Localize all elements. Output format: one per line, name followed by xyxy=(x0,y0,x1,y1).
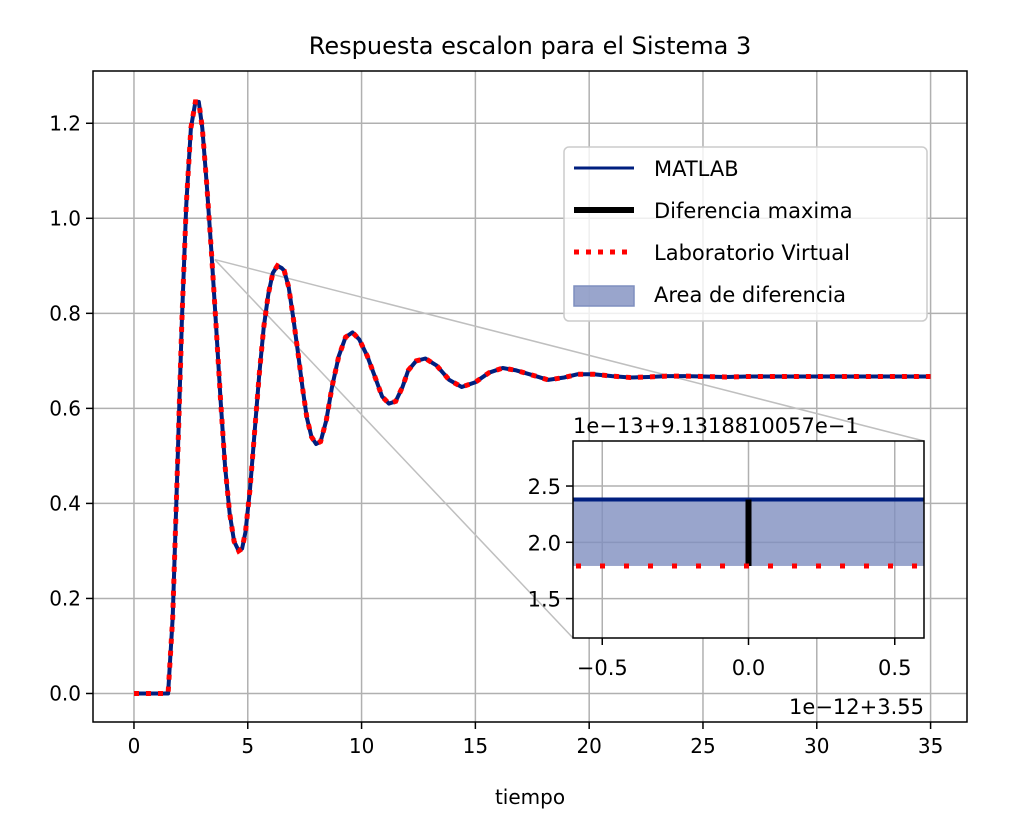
zoom-connector-line xyxy=(214,258,925,442)
chart-title: Respuesta escalon para el Sistema 3 xyxy=(309,32,751,60)
inset-x-tick-label: 0.0 xyxy=(732,656,765,680)
inset-x-tick-label: 0.5 xyxy=(878,656,911,680)
legend-swatch-area xyxy=(573,285,635,307)
legend-entry-diferencia: Diferencia maxima xyxy=(574,199,853,223)
y-tick-label: 0.2 xyxy=(49,586,81,610)
x-tick-label: 5 xyxy=(241,734,254,758)
inset-y-tick-label: 2.0 xyxy=(528,531,561,555)
inset-y-tick-label: 1.5 xyxy=(528,588,561,612)
main-plot-frame xyxy=(92,70,968,723)
inset-y-offset-label: 1e−13+9.1318810057e−1 xyxy=(573,414,859,438)
x-tick-label: 15 xyxy=(463,734,488,758)
legend-label-area: Area de diferencia xyxy=(654,283,846,307)
legend-label-laboratorio: Laboratorio Virtual xyxy=(654,241,850,265)
legend-entry-area: Area de diferencia xyxy=(573,283,846,307)
y-tick-label: 0.6 xyxy=(49,396,81,420)
y-tick-label: 1.0 xyxy=(49,206,81,230)
legend-label-matlab: MATLAB xyxy=(654,157,739,181)
inset-x-tick-label: −0.5 xyxy=(577,656,628,680)
x-tick-label: 30 xyxy=(804,734,829,758)
inset-x-offset-label: 1e−12+3.55 xyxy=(789,695,924,719)
inset-axes: −0.5 0.0 0.5 1.5 2.0 2.5 1e−13+9.1318810057e−… xyxy=(528,414,925,719)
x-tick-label: 20 xyxy=(576,734,601,758)
y-tick-label: 0.8 xyxy=(49,301,81,325)
x-tick-label: 25 xyxy=(690,734,715,758)
inset-ticks: −0.5 0.0 0.5 1.5 2.0 2.5 xyxy=(528,475,912,680)
x-tick-label: 10 xyxy=(349,734,374,758)
x-tick-label: 0 xyxy=(128,734,141,758)
legend-entry-laboratorio: Laboratorio Virtual xyxy=(574,241,850,265)
series-line-laboratorio xyxy=(134,99,931,696)
legend-label-diferencia: Diferencia maxima xyxy=(654,199,853,223)
legend-box xyxy=(563,146,928,322)
y-tick-label: 1.2 xyxy=(49,111,81,135)
y-tick-label: 0.0 xyxy=(49,681,81,705)
x-axis-label: tiempo xyxy=(495,785,565,809)
zoom-connector-line xyxy=(214,259,574,639)
legend-entry-matlab: MATLAB xyxy=(574,157,739,181)
x-tick-label: 35 xyxy=(918,734,943,758)
inset-y-tick-label: 2.5 xyxy=(528,475,561,499)
main-ticks: 0 5 10 15 20 25 30 35 0.0 0.2 0.4 0.6 0.8 1.0 1.2 xyxy=(49,111,943,758)
main-series-group xyxy=(134,99,931,696)
inset-series-group xyxy=(573,497,924,569)
y-tick-label: 0.4 xyxy=(49,491,81,515)
legend: MATLAB Diferencia maxima Laboratorio Vir… xyxy=(563,146,928,322)
zoom-connector-lines xyxy=(214,258,925,639)
